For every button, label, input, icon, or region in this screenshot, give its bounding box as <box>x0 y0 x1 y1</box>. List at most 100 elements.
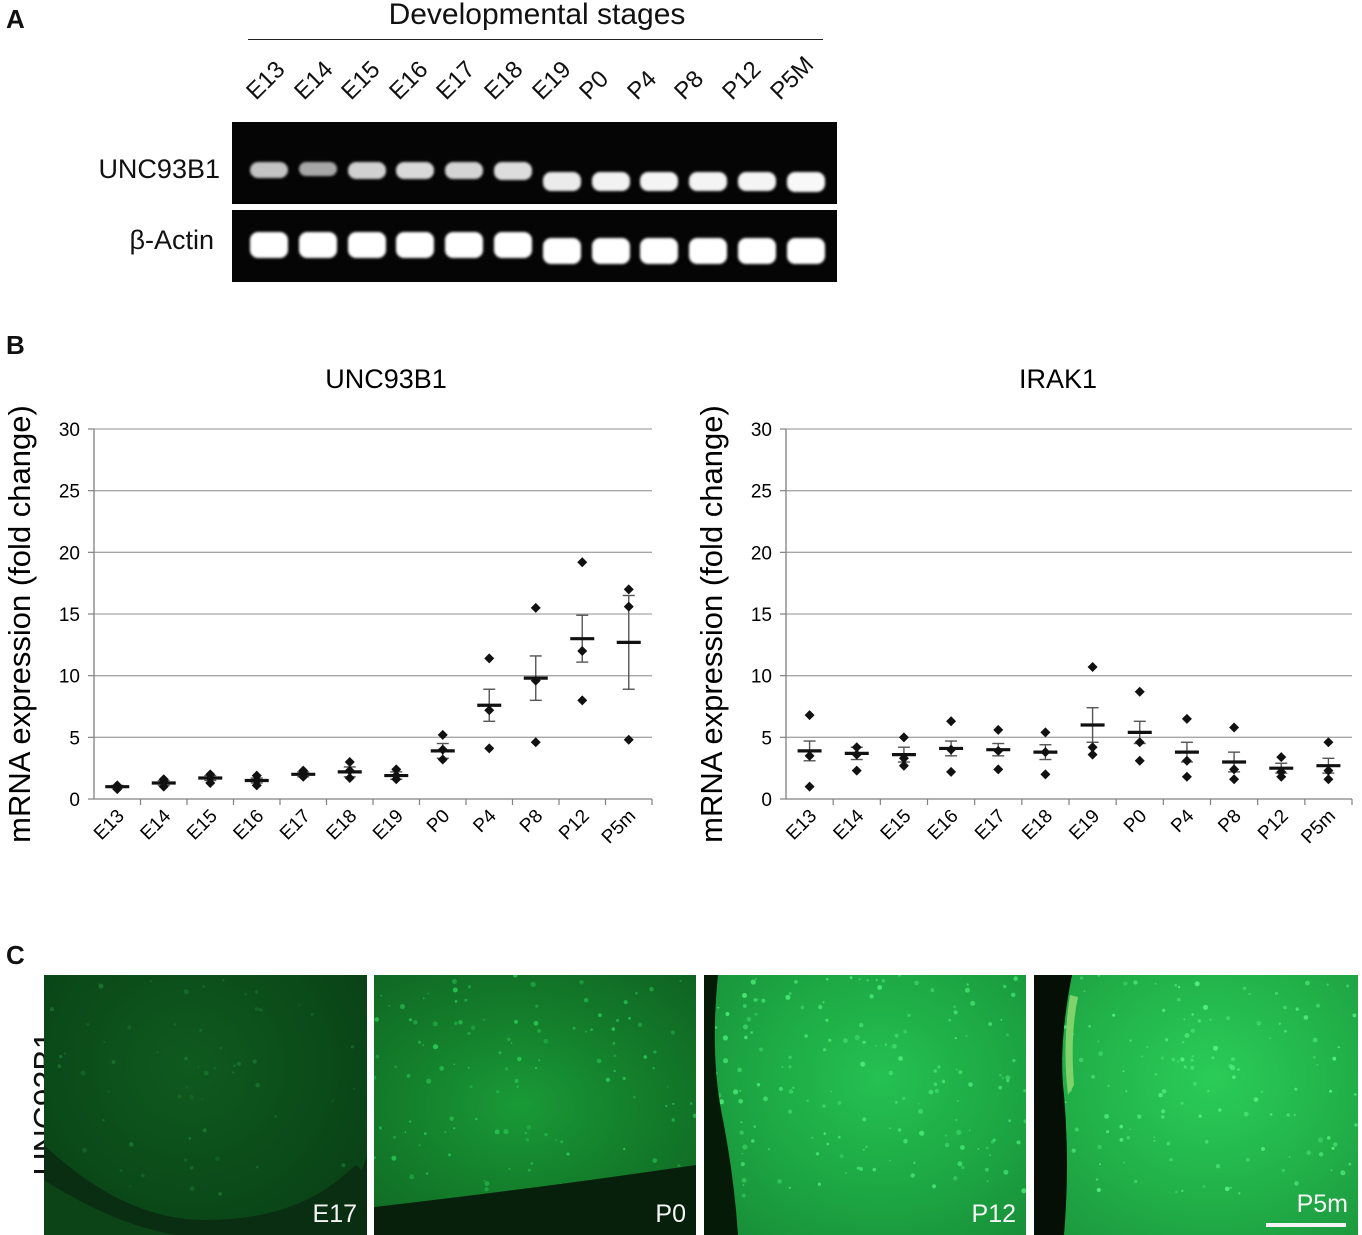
gel-band <box>396 162 435 179</box>
data-point <box>251 770 262 781</box>
x-tick-label: P5m <box>1297 806 1339 848</box>
micrograph-p0: P0 <box>374 975 696 1235</box>
data-point <box>344 757 355 767</box>
data-point <box>437 754 448 765</box>
x-tick-label: E17 <box>971 806 1010 845</box>
panel-letter-c: C <box>6 940 25 970</box>
y-tick-label: 15 <box>59 605 80 626</box>
gel-band <box>445 232 484 258</box>
x-tick-label: P12 <box>1254 806 1293 845</box>
x-tick-label: E17 <box>276 806 315 845</box>
data-point <box>1229 722 1240 733</box>
gel-band <box>591 172 630 191</box>
x-tick-label: E19 <box>369 806 408 845</box>
data-point <box>530 602 541 613</box>
x-tick-label: E13 <box>782 806 821 845</box>
y-tick-label: 0 <box>69 790 80 811</box>
x-tick-label: E15 <box>877 806 916 845</box>
data-point <box>946 716 957 727</box>
data-point <box>898 760 909 771</box>
data-point <box>851 765 862 776</box>
data-point <box>1181 771 1192 782</box>
micrograph-p5m: P5m <box>1034 975 1358 1235</box>
gel-band <box>347 232 386 258</box>
data-point <box>437 729 448 740</box>
data-point <box>993 764 1004 775</box>
data-point <box>1134 686 1145 697</box>
data-point <box>1181 755 1192 766</box>
data-point <box>1087 742 1098 753</box>
data-point <box>1323 765 1334 776</box>
x-tick-label: P12 <box>555 806 594 845</box>
y-tick-label: 5 <box>761 728 772 749</box>
x-tick-label: E18 <box>323 806 362 845</box>
data-point <box>577 646 588 656</box>
data-point <box>993 724 1004 735</box>
data-point <box>1134 737 1145 748</box>
x-tick-label: P4 <box>469 805 501 837</box>
gel-row-label-unc93b1: UNC93B1 <box>98 154 220 184</box>
y-tick-label: 5 <box>69 728 80 749</box>
x-tick-label: E15 <box>183 806 222 845</box>
ventricle-shape <box>44 1125 367 1235</box>
gel-row-label-actin: β-Actin <box>129 225 214 255</box>
data-point <box>391 764 402 775</box>
data-point <box>577 557 588 568</box>
data-point <box>1087 749 1098 760</box>
x-tick-label: P0 <box>1120 806 1151 837</box>
y-tick-label: 30 <box>59 420 80 441</box>
x-tick-label: P8 <box>1214 806 1245 837</box>
cell-speckles <box>49 978 355 1196</box>
y-tick-label: 30 <box>751 420 772 441</box>
data-point <box>530 737 541 748</box>
gel-header-rule <box>248 39 823 40</box>
micrograph-e17: E17 <box>44 975 367 1235</box>
gel-band <box>786 172 825 192</box>
data-point <box>851 742 862 753</box>
chart-title: IRAK1 <box>1019 364 1097 394</box>
x-tick-label: E19 <box>1065 806 1104 845</box>
data-point <box>1229 764 1240 775</box>
data-point <box>623 601 634 612</box>
tissue-edge <box>704 975 738 1235</box>
x-tick-label: E16 <box>230 806 269 845</box>
gel-band <box>786 238 825 264</box>
gel-band <box>640 238 679 264</box>
micrograph-label-p0: P0 <box>655 1200 686 1228</box>
x-tick-label: E14 <box>830 805 869 844</box>
gel-band <box>298 232 337 258</box>
gel-band <box>250 162 288 178</box>
data-point <box>344 773 355 784</box>
y-tick-label: 20 <box>751 543 772 564</box>
micrograph-label-e17: E17 <box>312 1200 357 1228</box>
gel-band <box>591 238 630 264</box>
data-point <box>623 584 634 595</box>
data-point <box>1229 774 1240 785</box>
y-tick-label: 20 <box>59 543 80 564</box>
data-point <box>898 732 909 743</box>
data-point <box>1181 713 1192 724</box>
chart-irak1: IRAK1 mRNA expression (fold change) 0 5 10 15… <box>694 364 1353 848</box>
data-point <box>1087 662 1098 673</box>
gel-blot-unc93b1 <box>232 122 837 204</box>
chart-unc93b1: UNC93B1 mRNA expression (fold change) 0 5 10… <box>2 364 653 848</box>
gel-band <box>250 232 288 258</box>
gel-band <box>445 162 484 179</box>
x-tick-label: E18 <box>1018 806 1057 845</box>
y-tick-label: 25 <box>59 482 80 503</box>
tissue-edge <box>1034 975 1078 1235</box>
data-point <box>623 734 634 745</box>
data-point <box>1040 769 1051 780</box>
x-tick-label: E16 <box>924 806 963 845</box>
panel-letter-a: A <box>6 4 25 34</box>
y-axis-label: mRNA expression (fold change) <box>694 405 729 843</box>
gel-band <box>542 172 581 191</box>
y-axis-label: mRNA expression (fold change) <box>2 405 37 843</box>
data-point <box>946 766 957 777</box>
tissue-edge <box>374 1165 696 1235</box>
gel-band <box>494 232 532 258</box>
x-tick-label: P4 <box>1167 805 1199 837</box>
cell-speckles <box>706 975 1026 1198</box>
y-tick-label: 15 <box>751 605 772 626</box>
